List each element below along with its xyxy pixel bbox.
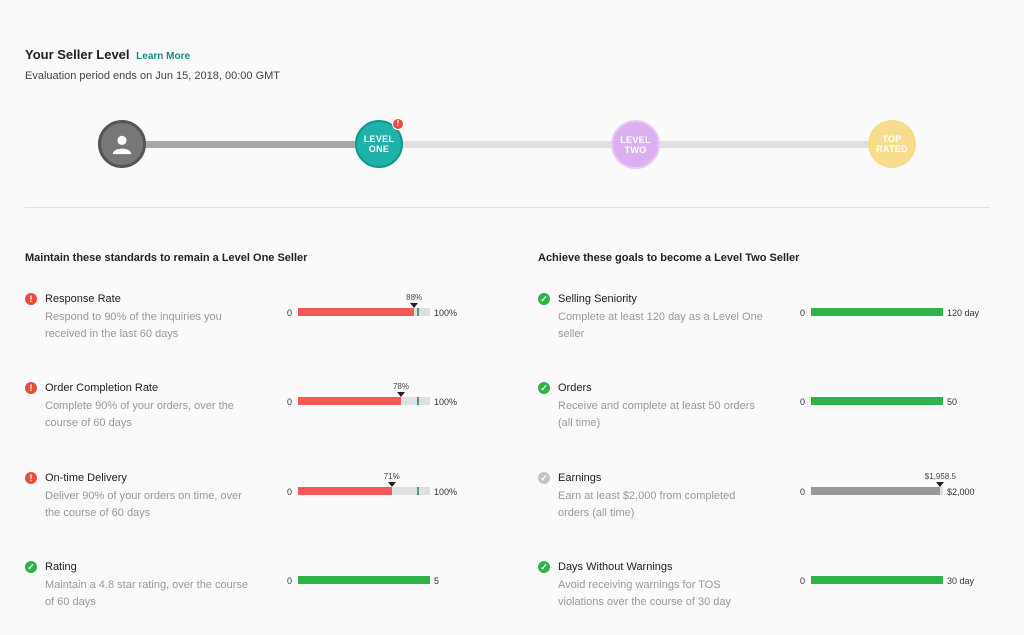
current-value-label: 71% <box>383 472 400 481</box>
bar-max-label: 100% <box>434 308 458 318</box>
metric-description: Maintain a 4.8 star rating, over the cou… <box>45 579 248 608</box>
caret-down-icon <box>410 303 419 308</box>
metric-description: Complete at least 120 day as a Level One… <box>558 311 763 340</box>
user-avatar-node <box>98 120 146 168</box>
metric-name: On-time Delivery <box>45 472 127 484</box>
metric-name: Earnings <box>558 472 602 484</box>
progress-track-completed <box>122 141 379 148</box>
metric-item: ✓ Orders Receive and complete at least 50 … <box>538 382 1008 442</box>
level-two-node[interactable]: LEVEL TWO <box>611 120 660 169</box>
progress-fill <box>298 487 392 495</box>
progress-bar <box>811 487 943 495</box>
check-icon: ✓ <box>538 561 550 573</box>
current-value-label: 78% <box>392 382 409 391</box>
bar-max-label: 100% <box>434 487 458 497</box>
bar-min-label: 0 <box>287 576 293 586</box>
metric-item: ✓ Rating Maintain a 4.8 star rating, over … <box>25 561 495 621</box>
progress-bar-group: 0 120 day <box>800 293 990 323</box>
metric-name: Selling Seniority <box>558 293 637 305</box>
progress-fill <box>811 397 943 405</box>
caret-down-icon <box>936 482 945 487</box>
bar-max-label: $2,000 <box>947 487 975 497</box>
metric-description: Respond to 90% of the inquiries you rece… <box>45 311 222 340</box>
progress-fill <box>811 576 943 584</box>
check-icon: ✓ <box>538 472 550 484</box>
bar-min-label: 0 <box>800 308 806 318</box>
progress-bar <box>298 576 430 584</box>
metric-item: ✓ Earnings Earn at least $2,000 from compl… <box>538 472 1008 532</box>
bar-min-label: 0 <box>287 487 293 497</box>
bar-min-label: 0 <box>287 397 293 407</box>
metric-name: Rating <box>45 561 77 573</box>
metric-item: ✓ Days Without Warnings Avoid receiving wa… <box>538 561 1008 621</box>
progress-bar <box>298 487 430 495</box>
progress-bar-group: 0 100% 71% <box>287 472 477 502</box>
metric-name: Response Rate <box>45 293 121 305</box>
bar-max-label: 50 <box>947 397 958 407</box>
alert-badge: ! <box>392 118 404 130</box>
bar-min-label: 0 <box>800 487 806 497</box>
left-section-title: Maintain these standards to remain a Lev… <box>25 252 308 264</box>
caret-down-icon <box>387 482 396 487</box>
bar-min-label: 0 <box>800 397 806 407</box>
bar-max-label: 120 day <box>947 308 980 318</box>
progress-fill <box>298 397 401 405</box>
check-icon: ✓ <box>538 382 550 394</box>
bar-max-label: 5 <box>434 576 440 586</box>
metric-item: ! On-time Delivery Deliver 90% of your ord… <box>25 472 495 532</box>
check-icon: ✓ <box>538 293 550 305</box>
bar-min-label: 0 <box>287 308 293 318</box>
metric-item: ✓ Selling Seniority Complete at least 120 … <box>538 293 1008 353</box>
target-marker <box>416 487 419 495</box>
target-marker <box>416 308 419 316</box>
warning-icon: ! <box>25 293 37 305</box>
progress-bar-group: 0 30 day <box>800 561 990 591</box>
current-value-label: $1,958.5 <box>924 472 956 481</box>
metric-name: Days Without Warnings <box>558 561 673 573</box>
metric-name: Order Completion Rate <box>45 382 159 394</box>
evaluation-period: Evaluation period ends on Jun 15, 2018, … <box>25 70 281 82</box>
progress-bar <box>811 576 943 584</box>
bar-min-label: 0 <box>800 576 806 586</box>
progress-bar-group: 0 50 <box>800 382 990 412</box>
target-marker <box>416 397 419 405</box>
metric-item: ! Response Rate Respond to 90% of the inqu… <box>25 293 495 353</box>
progress-bar <box>811 308 943 316</box>
current-value-label: 88% <box>406 293 423 302</box>
progress-bar-group: 0 100% 78% <box>287 382 477 412</box>
progress-bar <box>298 308 430 316</box>
user-icon <box>112 135 132 155</box>
metric-description: Avoid receiving warnings for TOS violati… <box>558 579 732 608</box>
warning-icon: ! <box>25 382 37 394</box>
metric-name: Orders <box>558 382 592 394</box>
top-rated-label: TOP RATED <box>876 134 908 154</box>
metric-description: Earn at least $2,000 from completed orde… <box>558 490 736 519</box>
bar-max-label: 100% <box>434 397 458 407</box>
right-section-title: Achieve these goals to become a Level Tw… <box>538 252 800 264</box>
top-rated-seal-icon <box>868 120 916 166</box>
progress-bar <box>298 397 430 405</box>
section-divider <box>25 207 990 208</box>
metric-description: Complete 90% of your orders, over the co… <box>45 400 234 429</box>
learn-more-link[interactable]: Learn More <box>136 51 191 62</box>
progress-bar-group: 0 100% 88% <box>287 293 477 323</box>
progress-fill <box>298 308 415 316</box>
top-rated-node[interactable]: TOP RATED <box>868 120 916 168</box>
metric-description: Receive and complete at least 50 orders … <box>558 400 755 429</box>
progress-bar <box>811 397 943 405</box>
progress-fill <box>811 308 943 316</box>
metric-item: ! Order Completion Rate Complete 90% of yo… <box>25 382 495 442</box>
warning-icon: ! <box>25 472 37 484</box>
progress-fill <box>298 576 430 584</box>
progress-fill <box>811 487 941 495</box>
page-title: Your Seller Level Learn More <box>25 47 190 62</box>
page-title-text: Your Seller Level <box>25 47 130 62</box>
metric-description: Deliver 90% of your orders on time, over… <box>45 490 242 519</box>
check-icon: ✓ <box>25 561 37 573</box>
progress-bar-group: 0 $2,000 $1,958.5 <box>800 472 990 502</box>
caret-down-icon <box>396 392 405 397</box>
bar-max-label: 30 day <box>947 576 975 586</box>
